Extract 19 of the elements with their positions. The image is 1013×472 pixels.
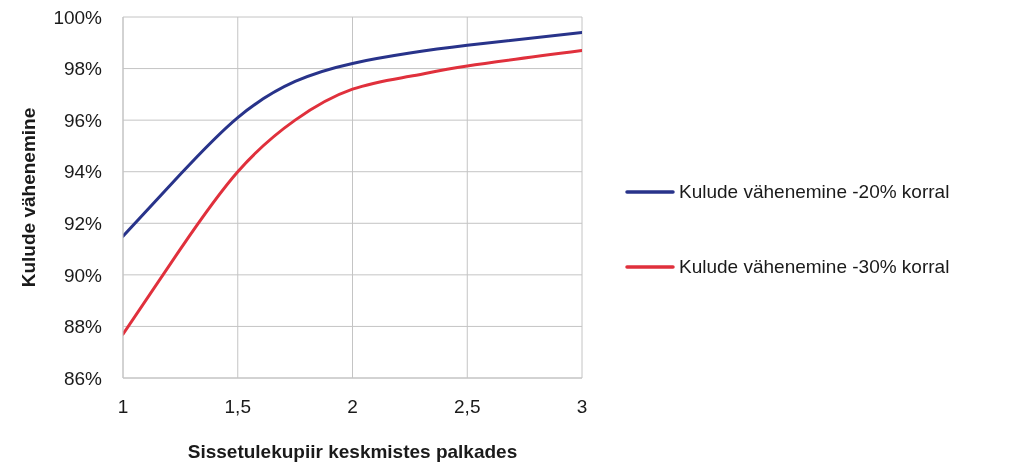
x-tick-label: 1,5	[224, 396, 251, 418]
line-series	[123, 30, 582, 238]
x-tick-label: 2,5	[454, 396, 481, 418]
x-tick-label: 3	[576, 396, 588, 418]
legend-label: Kulude vähenemine -30% korral	[679, 256, 950, 278]
y-tick-label: 90%	[63, 264, 103, 286]
y-tick-label: 98%	[63, 58, 103, 80]
y-axis-title: Kulude vähenemine	[17, 107, 39, 288]
y-tick-label: 86%	[63, 367, 103, 389]
y-tick-label: 88%	[63, 316, 103, 338]
y-tick-label: 100%	[53, 6, 103, 28]
y-tick-label: 94%	[63, 161, 103, 183]
x-tick-label: 2	[347, 396, 358, 418]
y-tick-label: 96%	[63, 109, 103, 131]
line-series	[123, 49, 582, 336]
x-axis-title: Sissetulekupiir keskmistes palkades	[187, 441, 518, 462]
y-tick-label: 92%	[63, 213, 103, 235]
x-tick-label: 1	[117, 396, 129, 418]
legend-label: Kulude vähenemine -20% korral	[679, 181, 950, 203]
